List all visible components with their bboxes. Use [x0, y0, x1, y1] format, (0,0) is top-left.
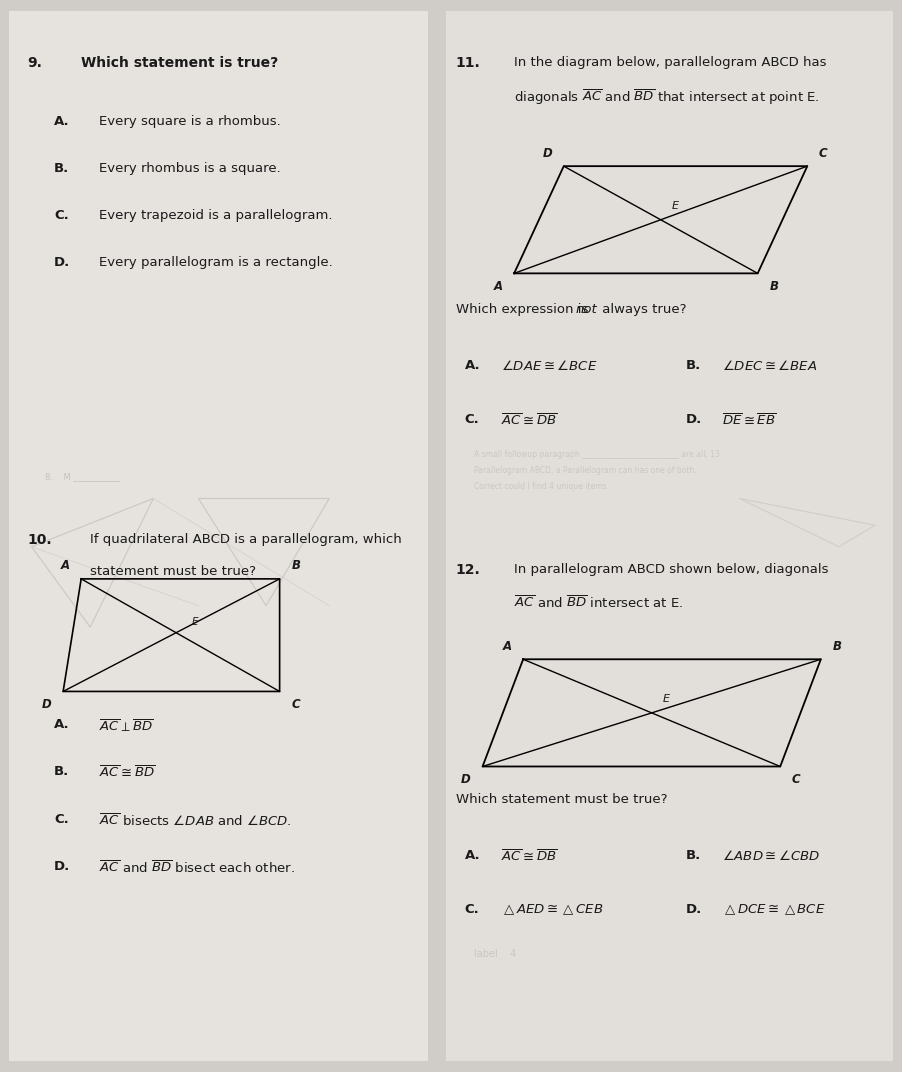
Text: C: C — [792, 773, 801, 786]
Text: Parallelogram ABCD, a Parallelogram can has one of both.: Parallelogram ABCD, a Parallelogram can … — [474, 466, 696, 475]
Text: statement must be true?: statement must be true? — [90, 565, 256, 578]
Text: E: E — [662, 695, 669, 704]
Text: C.: C. — [465, 413, 479, 426]
FancyBboxPatch shape — [446, 11, 893, 1061]
Text: D.: D. — [54, 256, 70, 269]
Text: A small followup paragraph _________________________ are all, 13: A small followup paragraph _____________… — [474, 450, 720, 459]
Text: $\angle DEC \cong \angle BEA$: $\angle DEC \cong \angle BEA$ — [722, 359, 817, 373]
Text: C.: C. — [54, 813, 69, 825]
Text: Every trapezoid is a parallelogram.: Every trapezoid is a parallelogram. — [99, 209, 333, 222]
Text: 11.: 11. — [456, 56, 480, 70]
Text: Every rhombus is a square.: Every rhombus is a square. — [99, 162, 281, 175]
Text: $\triangle DCE \cong \triangle BCE$: $\triangle DCE \cong \triangle BCE$ — [722, 903, 825, 918]
Text: B.: B. — [686, 359, 701, 372]
Text: B: B — [769, 280, 778, 293]
Text: 12.: 12. — [456, 563, 480, 577]
Text: $\overline{AC} \cong \overline{DB}$: $\overline{AC} \cong \overline{DB}$ — [501, 413, 557, 428]
Text: always true?: always true? — [598, 303, 686, 316]
Text: label    4: label 4 — [474, 949, 516, 958]
Text: $\overline{AC}$ bisects $\angle DAB$ and $\angle BCD$.: $\overline{AC}$ bisects $\angle DAB$ and… — [99, 813, 292, 829]
Text: D.: D. — [686, 413, 702, 426]
Text: B.: B. — [686, 849, 701, 862]
Text: A: A — [502, 640, 511, 653]
Text: Every parallelogram is a rectangle.: Every parallelogram is a rectangle. — [99, 256, 333, 269]
Text: A: A — [60, 560, 69, 572]
Text: $\overline{DE} \cong \overline{EB}$: $\overline{DE} \cong \overline{EB}$ — [722, 413, 776, 428]
Text: B.: B. — [54, 765, 69, 778]
Text: $\overline{AC}$ and $\overline{BD}$ bisect each other.: $\overline{AC}$ and $\overline{BD}$ bise… — [99, 860, 295, 876]
Text: B.: B. — [54, 162, 69, 175]
Text: C.: C. — [54, 209, 69, 222]
Text: Which statement must be true?: Which statement must be true? — [456, 793, 667, 806]
Text: In the diagram below, parallelogram ABCD has: In the diagram below, parallelogram ABCD… — [514, 56, 826, 69]
Text: A: A — [493, 280, 502, 293]
Text: Which expression is: Which expression is — [456, 303, 592, 316]
Text: D: D — [41, 698, 51, 711]
Text: E: E — [191, 616, 198, 626]
Text: Every square is a rhombus.: Every square is a rhombus. — [99, 115, 281, 128]
Text: 8.    M ___________: 8. M ___________ — [45, 472, 120, 480]
Text: A.: A. — [465, 359, 480, 372]
Text: $\overline{AC}$ and $\overline{BD}$ intersect at E.: $\overline{AC}$ and $\overline{BD}$ inte… — [514, 595, 684, 611]
Text: D: D — [542, 147, 552, 160]
Text: 9.: 9. — [27, 56, 41, 70]
Text: Correct could I find 4 unique items.: Correct could I find 4 unique items. — [474, 482, 609, 491]
Text: D.: D. — [54, 860, 70, 873]
Text: $\overline{AC} \cong \overline{BD}$: $\overline{AC} \cong \overline{BD}$ — [99, 765, 156, 780]
Text: E: E — [671, 202, 678, 211]
Text: C: C — [291, 698, 300, 711]
Text: not: not — [575, 303, 597, 316]
Text: C.: C. — [465, 903, 479, 915]
Text: A.: A. — [465, 849, 480, 862]
Text: diagonals $\overline{AC}$ and $\overline{BD}$ that intersect at point E.: diagonals $\overline{AC}$ and $\overline… — [514, 88, 820, 107]
Text: D: D — [461, 773, 471, 786]
Text: B: B — [291, 560, 300, 572]
Text: $\overline{AC} \perp \overline{BD}$: $\overline{AC} \perp \overline{BD}$ — [99, 718, 154, 734]
Text: A.: A. — [54, 115, 69, 128]
Text: $\overline{AC} \cong \overline{DB}$: $\overline{AC} \cong \overline{DB}$ — [501, 849, 557, 864]
Text: $\angle DAE \cong \angle BCE$: $\angle DAE \cong \angle BCE$ — [501, 359, 597, 373]
Text: C: C — [819, 147, 828, 160]
Text: $\triangle AED \cong \triangle CEB$: $\triangle AED \cong \triangle CEB$ — [501, 903, 603, 918]
Text: D.: D. — [686, 903, 702, 915]
Text: A.: A. — [54, 718, 69, 731]
Text: If quadrilateral ABCD is a parallelogram, which: If quadrilateral ABCD is a parallelogram… — [90, 533, 402, 546]
Text: 10.: 10. — [27, 533, 51, 547]
Text: $\angle ABD \cong \angle CBD$: $\angle ABD \cong \angle CBD$ — [722, 849, 820, 863]
Text: B: B — [833, 640, 842, 653]
FancyBboxPatch shape — [9, 11, 428, 1061]
Text: Which statement is true?: Which statement is true? — [81, 56, 279, 70]
Text: In parallelogram ABCD shown below, diagonals: In parallelogram ABCD shown below, diago… — [514, 563, 829, 576]
